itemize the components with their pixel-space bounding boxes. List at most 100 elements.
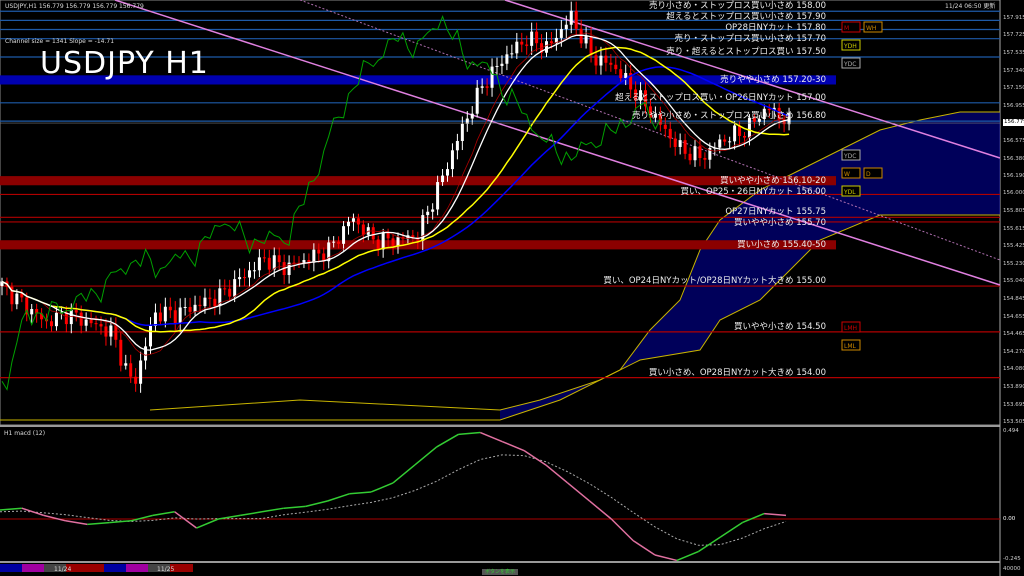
price-tick: 153.695	[1003, 401, 1024, 408]
candle-body	[20, 293, 24, 298]
candle-body	[663, 124, 667, 129]
candle-body	[54, 312, 58, 327]
session-band	[22, 564, 44, 572]
marker-label: LML	[844, 343, 857, 350]
price-tick: 155.425	[1003, 243, 1024, 250]
mid-moving-average	[1, 46, 790, 333]
candle-body	[599, 55, 603, 66]
candle-body	[535, 31, 539, 44]
ichimoku-cloud	[500, 112, 1000, 420]
macd-line-segment	[261, 507, 284, 513]
show-buttons-button[interactable]: ボタンを表示	[482, 569, 519, 575]
level-label: 売りやや小さめ 157.20-30	[720, 74, 826, 85]
macd-line-segment	[392, 464, 416, 484]
price-tick: 154.080	[1003, 366, 1024, 373]
candle-body	[436, 182, 440, 210]
marker-box	[841, 149, 861, 161]
price-tick: 156.955	[1003, 102, 1024, 109]
candle-body	[351, 218, 355, 222]
candle-body	[238, 277, 242, 280]
candle-body	[233, 279, 237, 297]
candle-body	[178, 307, 182, 324]
candle-body	[718, 139, 722, 148]
macd-line-segment	[567, 482, 590, 502]
candle-body	[747, 117, 751, 138]
candle-body	[460, 123, 464, 142]
macd-line-segment	[21, 507, 44, 517]
candle-body	[480, 86, 484, 88]
candle-body	[530, 31, 534, 46]
price-tick: 153.890	[1003, 383, 1024, 390]
macd-line-segment	[370, 482, 394, 493]
marker-label: YDL	[843, 189, 856, 196]
marker-box	[841, 339, 861, 351]
candle-body	[569, 10, 573, 25]
senkou-span-b	[149, 214, 1000, 411]
candle-body	[371, 227, 375, 240]
candle-body	[292, 262, 296, 264]
candle-body	[356, 218, 360, 225]
candle-body	[114, 325, 118, 340]
price-tick: 156.000	[1003, 190, 1024, 197]
candle-body	[376, 239, 380, 250]
candle-body	[639, 90, 643, 101]
session-band	[126, 564, 148, 572]
fast-moving-average	[1, 34, 790, 351]
candle-body	[441, 175, 445, 183]
candle-body	[272, 255, 276, 270]
candle-body	[94, 323, 98, 325]
price-tick: 155.805	[1003, 208, 1024, 215]
marker-label: YDH	[843, 43, 857, 50]
chikou-span	[1, 15, 661, 391]
candle-body	[99, 324, 103, 327]
level-label: 売り・超えるとストップロス買い 157.50	[666, 47, 826, 58]
candle-body	[168, 306, 172, 311]
marker-label: WH	[866, 25, 876, 32]
candle-body	[688, 153, 692, 161]
candle-body	[500, 63, 504, 66]
marker-box	[841, 57, 861, 69]
level-label: 超えるとストップロス買い小さめ 157.90	[666, 12, 826, 23]
session-band	[170, 564, 193, 572]
candle-body	[787, 113, 791, 125]
bollinger-band	[1, 32, 790, 356]
macd-line-segment	[240, 511, 263, 517]
candle-body	[257, 257, 261, 271]
candle-body	[193, 304, 197, 312]
level-label: OP28日NYカット 157.80	[725, 23, 826, 34]
channel-lower-line	[114, 0, 1001, 286]
candle-body	[228, 288, 232, 297]
candle-body	[144, 346, 148, 361]
session-band	[104, 564, 126, 572]
candle-body	[89, 319, 93, 324]
candle-body	[262, 257, 266, 259]
macd-label: H1 macd (12)	[4, 430, 46, 437]
channel-upper-line	[504, 0, 1001, 159]
macd-line-segment	[196, 518, 219, 529]
candle-body	[173, 310, 177, 324]
macd-line-segment	[764, 512, 787, 517]
macd-line-segment	[65, 520, 88, 526]
candle-body	[203, 297, 207, 307]
date-label: 11/25	[157, 566, 175, 573]
candle-body	[470, 113, 474, 119]
price-tick: 155.230	[1003, 260, 1024, 267]
session-band	[148, 564, 170, 572]
macd-line-segment	[130, 514, 154, 522]
marker-box	[863, 167, 883, 179]
candle-body	[267, 257, 271, 270]
macd-line-segment	[545, 464, 569, 484]
macd-line-segment	[742, 512, 765, 524]
candle-body	[134, 376, 138, 384]
macd-axis-top: 0.494	[1003, 428, 1019, 434]
session-band	[66, 564, 104, 572]
candle-body	[520, 41, 524, 45]
candle-body	[475, 87, 479, 114]
candle-body	[653, 114, 657, 118]
candle-body	[762, 108, 766, 120]
slow-moving-average	[1, 66, 790, 326]
candle-body	[213, 298, 217, 307]
candle-body	[317, 249, 321, 254]
candle-body	[589, 36, 593, 56]
